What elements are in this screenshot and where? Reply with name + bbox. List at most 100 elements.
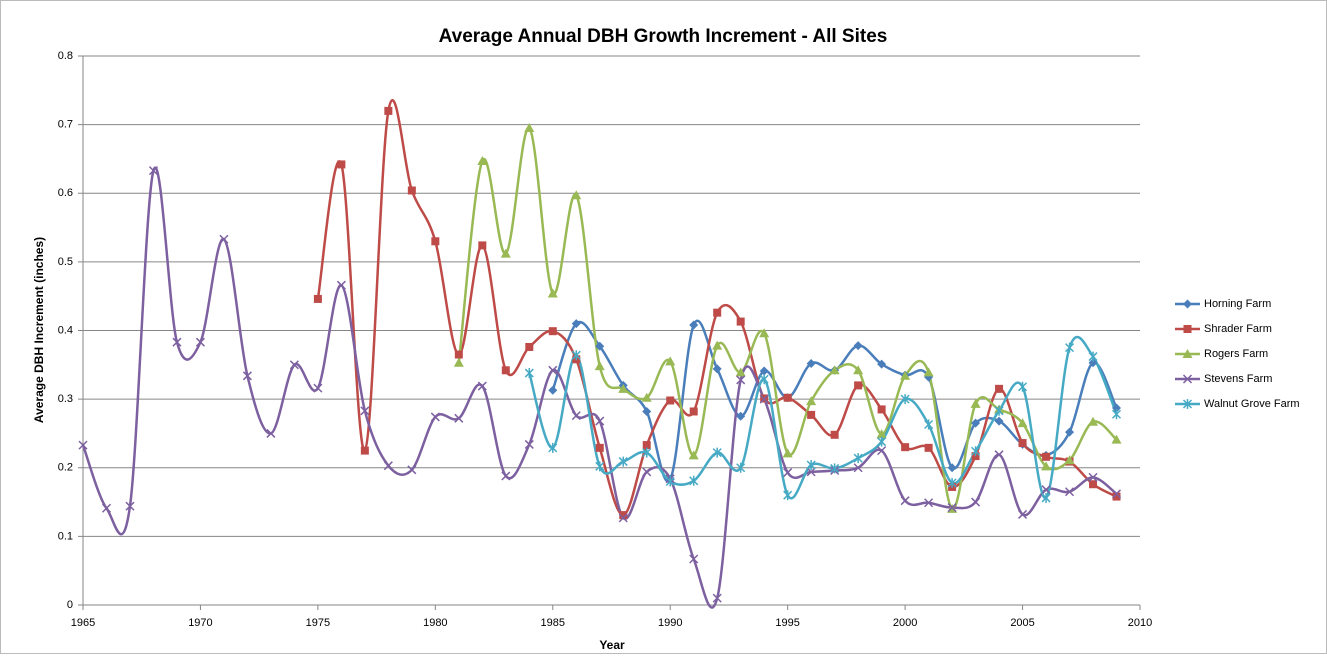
data-point — [618, 513, 628, 523]
legend-label: Horning Farm — [1204, 298, 1271, 310]
data-point — [242, 371, 252, 381]
data-point — [806, 467, 816, 477]
data-point — [501, 471, 511, 481]
data-point — [336, 280, 346, 290]
data-point — [806, 460, 816, 471]
data-point — [947, 463, 957, 473]
data-point — [712, 593, 722, 603]
data-point — [1111, 489, 1122, 499]
data-point — [548, 365, 558, 375]
data-point — [759, 328, 770, 338]
data-point — [477, 381, 487, 391]
legend-marker — [1182, 399, 1193, 409]
data-point — [689, 320, 699, 330]
x-tick-label: 2000 — [893, 617, 917, 629]
data-point — [125, 501, 135, 511]
data-point — [641, 392, 652, 402]
y-tick-label: 0.1 — [58, 530, 73, 542]
y-tick-label: 0.5 — [58, 256, 73, 268]
x-tick-label: 2005 — [1010, 617, 1034, 629]
data-point — [712, 447, 722, 458]
data-point — [900, 370, 911, 380]
data-point — [759, 374, 769, 385]
data-point — [854, 381, 863, 390]
x-tick-label: 1970 — [188, 617, 212, 629]
data-point — [829, 365, 840, 375]
data-point — [289, 360, 299, 370]
data-point — [360, 406, 370, 416]
data-point — [924, 443, 933, 452]
series-line — [457, 126, 1118, 511]
data-point — [595, 341, 605, 351]
data-point — [430, 412, 440, 422]
data-point — [1089, 480, 1098, 489]
data-point — [618, 456, 628, 467]
data-point — [407, 186, 416, 195]
data-point — [547, 288, 558, 298]
legend-label: Rogers Farm — [1204, 348, 1268, 360]
data-point — [877, 446, 887, 456]
data-point — [782, 448, 793, 458]
data-point — [1018, 381, 1028, 392]
data-point — [619, 511, 628, 520]
data-point — [500, 248, 511, 258]
legend-label: Stevens Farm — [1204, 373, 1272, 385]
data-point — [595, 443, 604, 452]
data-point — [1064, 487, 1075, 497]
data-point — [759, 366, 769, 376]
data-point — [876, 429, 887, 439]
data-point — [1111, 409, 1122, 420]
data-point — [736, 375, 746, 385]
y-tick-label: 0.7 — [58, 119, 73, 131]
data-point — [877, 359, 887, 369]
data-point — [665, 356, 676, 366]
y-axis-title: Average DBH Increment (inches) — [32, 237, 46, 423]
data-point — [877, 405, 886, 414]
data-point — [853, 365, 864, 375]
data-point — [783, 490, 793, 501]
data-point — [313, 294, 322, 303]
data-point — [1065, 427, 1075, 437]
data-point — [360, 446, 369, 455]
data-point — [735, 367, 746, 377]
data-point — [853, 453, 863, 464]
data-point — [783, 393, 792, 402]
data-point — [571, 319, 581, 329]
data-point — [806, 358, 816, 368]
data-point — [994, 450, 1004, 460]
data-point — [1111, 434, 1122, 444]
data-point — [783, 468, 793, 478]
data-point — [923, 367, 934, 377]
data-point — [571, 411, 581, 421]
data-point — [736, 462, 746, 473]
data-point — [688, 450, 699, 460]
data-point — [1041, 492, 1051, 503]
data-point — [971, 418, 981, 428]
data-point — [1112, 492, 1121, 501]
legend-label: Shrader Farm — [1204, 323, 1272, 335]
data-point — [947, 477, 957, 488]
data-point — [407, 465, 417, 475]
data-point — [548, 385, 558, 395]
data-point — [477, 155, 488, 165]
data-point — [1112, 403, 1122, 413]
data-point — [901, 443, 910, 452]
x-tick-label: 1965 — [71, 617, 95, 629]
y-tick-label: 0.6 — [58, 187, 73, 199]
data-point — [313, 383, 323, 393]
data-point — [1018, 439, 1027, 448]
data-point — [806, 396, 817, 406]
data-point — [924, 419, 934, 430]
data-point — [642, 467, 652, 477]
x-tick-label: 1995 — [775, 617, 799, 629]
data-point — [877, 436, 887, 447]
data-point — [830, 463, 840, 474]
data-point — [266, 428, 276, 438]
data-point — [1042, 452, 1051, 461]
data-point — [524, 123, 535, 133]
data-point — [195, 337, 205, 347]
legend-label: Walnut Grove Farm — [1204, 398, 1300, 410]
